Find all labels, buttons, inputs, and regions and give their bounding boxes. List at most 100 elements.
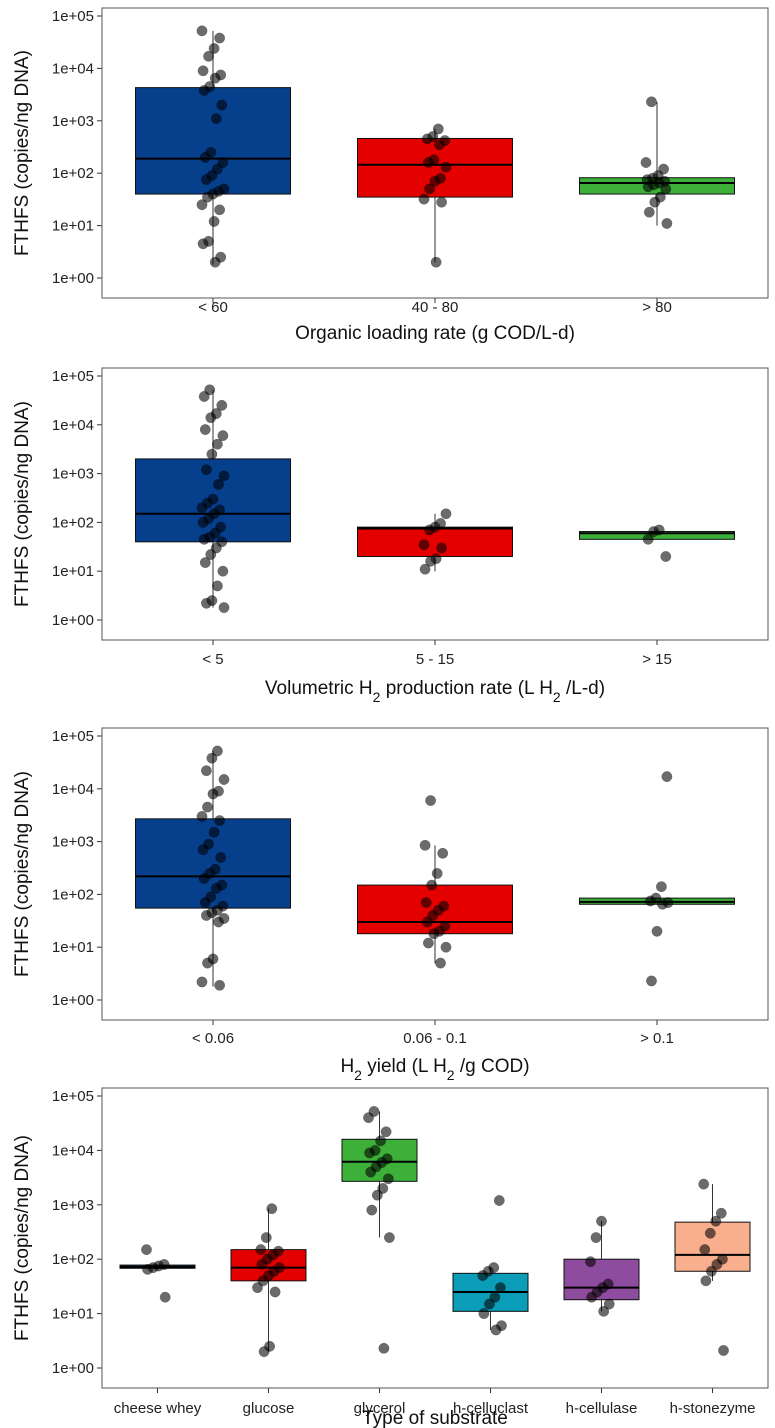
x-axis-title: Volumetric H2 production rate (L H2 /L-d…	[265, 678, 605, 705]
data-point-5-15	[419, 563, 431, 575]
data-point-0-06	[214, 979, 226, 991]
data-point-0-1	[655, 881, 667, 893]
data-point-h-celluclast	[494, 1282, 506, 1294]
y-tick-label: 1e+01	[52, 218, 94, 235]
y-tick-label: 1e+02	[52, 514, 94, 531]
x-tick-label-h-cellulase: h-cellulase	[566, 1400, 638, 1417]
data-point-5	[217, 565, 229, 577]
data-point-0-06	[196, 810, 208, 822]
data-point-glucose	[260, 1232, 272, 1244]
x-tick-label-cheese-whey: cheese whey	[114, 1400, 202, 1417]
x-title-subscript: 2	[354, 1067, 362, 1083]
x-title-part: Volumetric H	[265, 678, 373, 699]
data-point-0-06-0-1	[421, 916, 433, 928]
data-point-glycerol	[382, 1173, 394, 1185]
data-point-0-1	[646, 975, 657, 987]
y-tick-label: 1e+05	[52, 368, 94, 385]
data-point-glycerol	[383, 1232, 395, 1244]
data-point-0-06	[208, 826, 220, 838]
data-point-60	[216, 99, 228, 111]
data-point-h-stonezyme	[710, 1215, 722, 1227]
data-point-5	[200, 597, 212, 609]
chart-panel-3: 1e+00 1e+01 1e+02 1e+03 1e+04 1e+05 FTHFS (cop…	[12, 727, 769, 1083]
data-point-0-06	[202, 957, 213, 969]
y-tick-label: 1e+00	[52, 992, 94, 1009]
chart-panel-4: 1e+00 1e+01 1e+02 1e+03 1e+04 1e+05 FTHFS (cop…	[12, 1087, 769, 1428]
data-point-0-1	[651, 925, 663, 937]
data-point-40-80	[430, 256, 442, 268]
data-point-5-15	[418, 539, 430, 551]
data-point-0-06-0-1	[426, 879, 438, 891]
data-point-5	[218, 470, 230, 482]
data-point-40-80	[422, 157, 434, 168]
data-point-15	[642, 533, 654, 545]
data-point-5-15	[424, 524, 435, 536]
data-point-glucose	[266, 1203, 278, 1215]
data-point-5	[211, 438, 223, 450]
data-point-60	[214, 204, 226, 216]
plot-frame	[101, 727, 769, 1021]
y-tick-label: 1e+03	[52, 1197, 94, 1214]
data-point-5	[217, 430, 229, 442]
data-point-60	[200, 174, 212, 186]
data-point-60	[208, 216, 220, 227]
x-tick-label-h-stonezyme: h-stonezyme	[670, 1400, 756, 1417]
data-point-glucose	[269, 1286, 281, 1298]
data-point-40-80	[424, 183, 435, 195]
x-tick-label-5: < 5	[202, 651, 223, 668]
data-point-0-06	[198, 873, 210, 884]
data-point-60	[197, 238, 209, 250]
data-point-60	[202, 191, 213, 203]
y-tick-label: 1e+04	[52, 781, 94, 798]
x-title-part: yield (L H	[362, 1056, 447, 1077]
x-tick-label-h-celluclast: h-celluclast	[453, 1400, 529, 1417]
data-point-h-stonezyme	[705, 1265, 717, 1277]
y-tick-label: 1e+04	[52, 417, 94, 434]
data-point-5-15	[425, 555, 437, 567]
data-point-5	[211, 580, 223, 592]
y-axis-title: FTHFS (copies/ng DNA)	[12, 50, 33, 256]
data-point-5	[216, 399, 228, 411]
chart-panel-2: 1e+00 1e+01 1e+02 1e+03 1e+04 1e+05 FTHFS (cop…	[12, 367, 769, 705]
x-tick-label-0-1: > 0.1	[640, 1030, 674, 1047]
x-title-part: H	[340, 1056, 354, 1077]
data-point-5	[197, 516, 209, 528]
y-tick-label: 1e+05	[52, 8, 94, 25]
data-point-60	[208, 43, 220, 54]
y-tick-label: 1e+05	[52, 728, 94, 745]
data-point-0-06-0-1	[437, 847, 449, 859]
data-point-0-06	[215, 852, 227, 863]
y-tick-label: 1e+02	[52, 1251, 94, 1268]
data-point-h-stonezyme	[715, 1207, 727, 1219]
data-point-5	[199, 424, 211, 435]
data-point-5	[196, 502, 208, 514]
data-point-0-06	[197, 844, 209, 856]
data-point-h-stonezyme	[718, 1345, 729, 1356]
data-point-0-06-0-1	[420, 897, 432, 909]
data-point-h-cellulase	[586, 1291, 598, 1303]
x-title-subscript: 2	[447, 1067, 455, 1083]
data-point-15	[660, 551, 672, 562]
plot-frame	[101, 367, 769, 641]
data-point-60	[203, 50, 215, 62]
x-tick-label-0-06-0-1: 0.06 - 0.1	[403, 1030, 466, 1047]
data-point-0-06	[199, 897, 211, 909]
data-point-60	[199, 151, 211, 163]
x-tick-label-5-15: 5 - 15	[416, 651, 454, 668]
data-point-glycerol	[366, 1204, 378, 1216]
data-point-0-06-0-1	[440, 941, 452, 953]
data-point-0-06	[214, 815, 226, 827]
data-point-h-celluclast	[477, 1270, 489, 1282]
data-point-40-80	[433, 139, 445, 151]
data-point-h-cellulase	[585, 1256, 596, 1268]
data-point-60	[196, 25, 208, 37]
y-axis-title: FTHFS (copies/ng DNA)	[12, 401, 33, 607]
y-tick-label: 1e+02	[52, 165, 94, 182]
data-point-0-06	[202, 801, 213, 813]
x-tick-label-glycerol: glycerol	[354, 1400, 406, 1417]
data-point-5	[206, 448, 218, 460]
data-point-glycerol	[364, 1147, 376, 1159]
data-point-cheese-whey	[141, 1244, 152, 1256]
data-point-0-06	[213, 916, 224, 928]
data-point-60	[209, 256, 221, 268]
